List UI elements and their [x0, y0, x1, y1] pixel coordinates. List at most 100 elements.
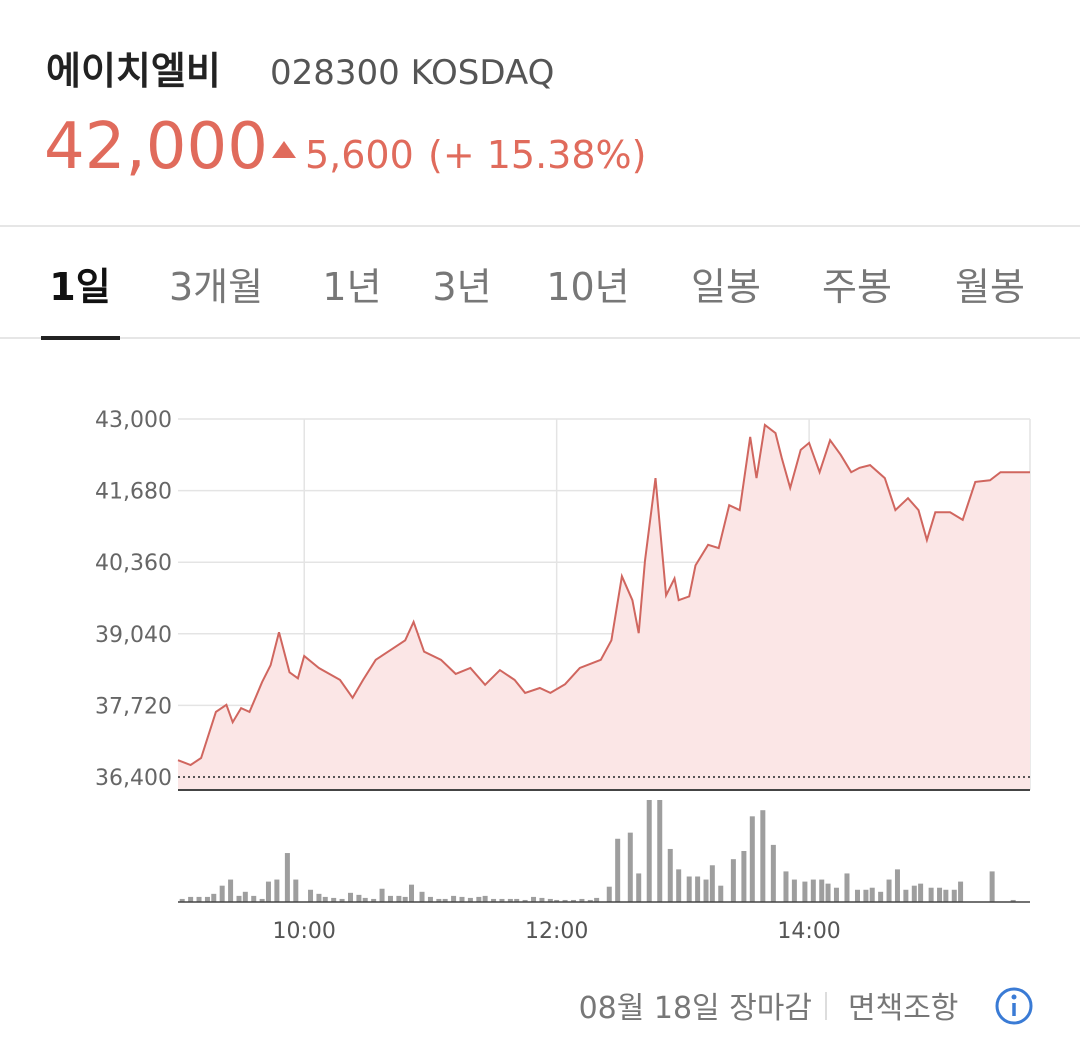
price-line	[177, 423, 1030, 767]
volume-bar	[436, 898, 442, 902]
volume-bar	[570, 899, 576, 902]
volume-bar	[770, 844, 776, 902]
volume-bar	[869, 887, 875, 902]
volume-bar	[547, 898, 553, 902]
volume-bar	[686, 876, 692, 902]
volume-bar	[579, 898, 585, 902]
volume-bar	[562, 899, 568, 902]
volume-bar	[958, 881, 964, 902]
volume-bar	[802, 881, 808, 902]
volume-bar	[730, 859, 736, 902]
stock-code: 028300 KOSDAQ	[270, 53, 554, 93]
volume-bar	[204, 896, 210, 902]
volume-bar	[196, 896, 202, 902]
volume-bar	[911, 885, 917, 902]
volume-bar	[646, 800, 652, 902]
volume-bar	[491, 898, 497, 902]
volume-bar	[539, 897, 545, 902]
volume-bar	[442, 898, 448, 902]
volume-bar	[854, 889, 860, 902]
tab[interactable]: 3개월	[169, 265, 263, 309]
volume-bar	[587, 899, 593, 902]
volume-bar	[242, 891, 248, 902]
active-tab-indicator	[41, 336, 120, 340]
volume-bar	[356, 894, 362, 902]
volume-bar	[554, 899, 560, 902]
volume-bar	[499, 898, 505, 902]
volume-bar	[928, 887, 934, 902]
volume-bar	[741, 851, 747, 902]
volume-bar	[783, 871, 789, 902]
tab[interactable]: 월봉	[955, 265, 1025, 309]
tab[interactable]: 주봉	[822, 265, 892, 309]
volume-bar	[594, 897, 600, 902]
volume-bar	[482, 895, 488, 902]
volume-bar	[459, 896, 465, 902]
volume-bar	[409, 884, 415, 902]
volume-bar	[467, 897, 473, 902]
y-tick-label: 36,400	[95, 766, 172, 791]
volume-bar	[709, 865, 715, 902]
volume-bar	[219, 885, 225, 902]
volume-bar	[749, 816, 755, 902]
volume-bar	[667, 848, 673, 902]
tab[interactable]: 일봉	[691, 265, 761, 309]
volume-bar	[886, 879, 892, 902]
volume-bar	[316, 893, 322, 902]
volume-bar	[943, 889, 949, 902]
volume-bar	[284, 853, 290, 902]
volume-bar	[1010, 899, 1016, 902]
volume-bar	[903, 889, 909, 902]
volume-bar	[211, 893, 217, 902]
chart: 36,400 37,720 39,040 40,360 41,680 43,000 10:0…	[95, 408, 1031, 944]
volume-bar	[833, 887, 839, 902]
up-arrow	[272, 141, 296, 158]
volume-bar	[819, 879, 825, 902]
volume-bar	[451, 895, 457, 902]
volume-bar	[331, 897, 337, 902]
tab-bar: 1일 3개월 1년 3년 10년 일봉 주봉 월봉	[49, 265, 1025, 309]
y-tick-label: 37,720	[95, 694, 172, 719]
volume-bar	[703, 879, 709, 902]
y-tick-label: 39,040	[95, 623, 172, 648]
tab[interactable]: 10년	[546, 265, 629, 309]
volume-bar	[308, 889, 314, 902]
volume-bar	[894, 869, 900, 902]
volume-bar	[274, 879, 280, 902]
volume-bar	[362, 897, 368, 902]
volume-bar	[402, 896, 408, 902]
volume-bar	[293, 879, 299, 902]
x-tick-label: 12:00	[525, 919, 588, 944]
volume-bar	[627, 832, 633, 902]
volume-bar	[810, 879, 816, 902]
disclaimer[interactable]: 면책조항	[848, 991, 958, 1026]
volume-bar	[522, 899, 528, 902]
volume-bar	[348, 892, 354, 902]
volume-bar	[371, 898, 377, 902]
tab[interactable]: 3년	[432, 265, 491, 309]
volume-bar	[427, 896, 433, 902]
x-tick-label: 14:00	[777, 919, 840, 944]
tab[interactable]: 1일	[49, 265, 110, 309]
volume-bar	[251, 895, 257, 902]
volume-bar	[387, 895, 393, 902]
tab[interactable]: 1년	[322, 265, 381, 309]
change: 5,600	[305, 133, 414, 177]
volume-bar	[507, 898, 513, 902]
volume-bar	[419, 891, 425, 902]
volume-bar	[606, 886, 612, 902]
volume-bar	[514, 898, 520, 902]
volume-bar	[791, 879, 797, 902]
volume-bar	[236, 895, 242, 902]
stock-name: 에이치엘비	[46, 49, 221, 93]
volume-bar	[228, 879, 234, 902]
info-icon[interactable]	[995, 987, 1033, 1025]
market-status: 08월 18일 장마감	[579, 991, 812, 1026]
volume-bar	[265, 881, 271, 902]
volume-bar	[918, 883, 924, 902]
price-area	[178, 425, 1030, 790]
volume-bar	[396, 895, 402, 902]
volume-bar	[339, 898, 345, 902]
volume-bar	[476, 896, 482, 902]
volume-bar	[937, 887, 943, 902]
